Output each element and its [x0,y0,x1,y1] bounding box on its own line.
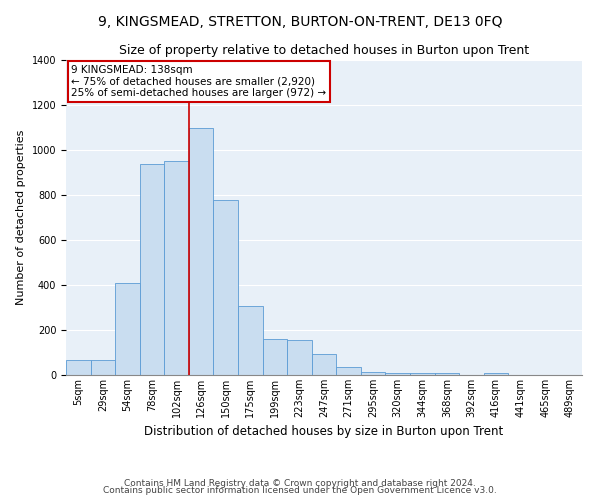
Bar [238,306,263,375]
Bar [214,200,238,375]
Bar [115,283,140,375]
Bar [189,128,214,375]
Text: Contains HM Land Registry data © Crown copyright and database right 2024.: Contains HM Land Registry data © Crown c… [124,478,476,488]
Bar [385,373,410,375]
Bar [361,372,385,375]
Bar [91,360,115,375]
Bar [434,373,459,375]
Bar [140,164,164,375]
Y-axis label: Number of detached properties: Number of detached properties [16,130,26,305]
Text: 9 KINGSMEAD: 138sqm
← 75% of detached houses are smaller (2,920)
25% of semi-det: 9 KINGSMEAD: 138sqm ← 75% of detached ho… [71,64,326,98]
Bar [336,367,361,375]
Bar [66,360,91,375]
Title: Size of property relative to detached houses in Burton upon Trent: Size of property relative to detached ho… [119,44,529,58]
Text: 9, KINGSMEAD, STRETTON, BURTON-ON-TRENT, DE13 0FQ: 9, KINGSMEAD, STRETTON, BURTON-ON-TRENT,… [98,15,502,29]
Bar [263,339,287,375]
Bar [484,373,508,375]
Bar [287,340,312,375]
Bar [410,373,434,375]
Text: Contains public sector information licensed under the Open Government Licence v3: Contains public sector information licen… [103,486,497,495]
Bar [312,354,336,375]
Bar [164,161,189,375]
X-axis label: Distribution of detached houses by size in Burton upon Trent: Distribution of detached houses by size … [145,426,503,438]
